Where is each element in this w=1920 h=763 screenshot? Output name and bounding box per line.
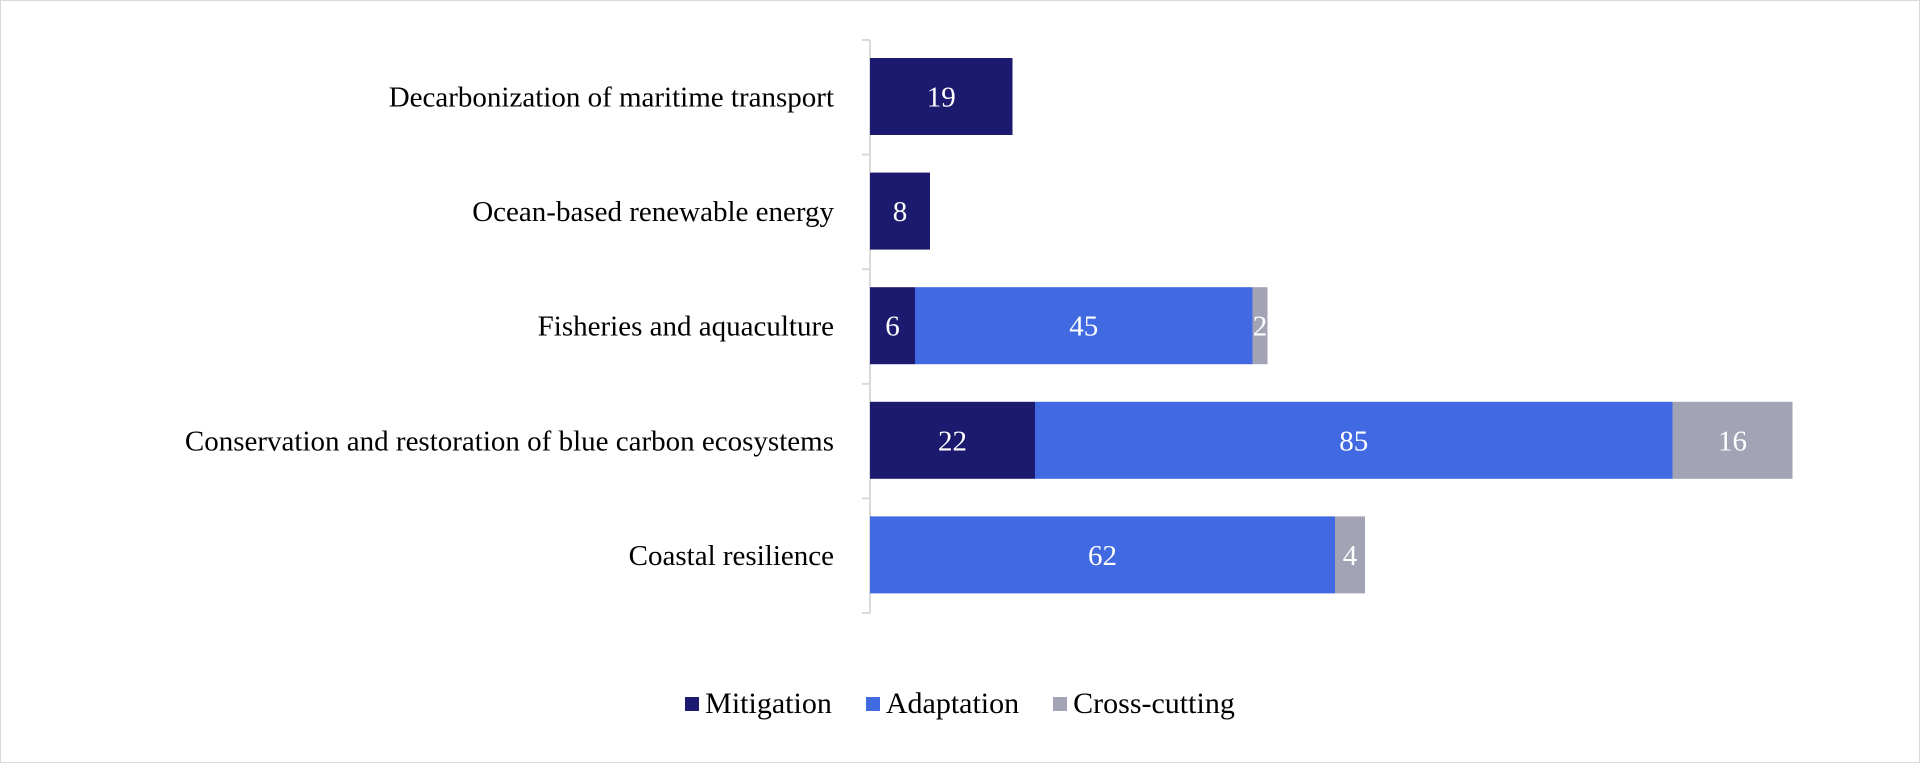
- legend-label: Cross-cutting: [1073, 687, 1235, 720]
- data-label: 45: [1069, 311, 1098, 343]
- bar-segment-mitigation: [870, 172, 930, 250]
- legend-label: Adaptation: [885, 687, 1020, 720]
- legend-swatch: [685, 697, 700, 711]
- data-label: 62: [1088, 540, 1117, 572]
- bar-segment-adaptation: [870, 516, 1335, 594]
- legend-swatch: [1053, 697, 1068, 711]
- bar-segment-cross-cutting: [1252, 287, 1268, 365]
- bar-segment-mitigation: [870, 287, 915, 365]
- category-label: Conservation and restoration of blue car…: [185, 425, 834, 457]
- data-label: 16: [1718, 425, 1747, 457]
- category-label: Fisheries and aquaculture: [538, 311, 834, 343]
- legend-swatch: [865, 697, 880, 711]
- bar-segment-adaptation: [915, 287, 1253, 365]
- bar-segment-adaptation: [1035, 401, 1673, 479]
- category-label: Ocean-based renewable energy: [472, 196, 834, 228]
- data-label: 6: [885, 311, 900, 343]
- bar-segment-mitigation: [870, 401, 1035, 479]
- legend-label: Mitigation: [705, 687, 832, 720]
- category-label: Coastal resilience: [629, 540, 834, 572]
- legend-item: Cross-cutting: [1053, 687, 1235, 721]
- data-label: 2: [1253, 311, 1268, 343]
- data-label: 8: [893, 196, 908, 228]
- legend: Mitigation Adaptation Cross-cutting: [1, 687, 1919, 721]
- bar-segment-cross-cutting: [1672, 401, 1793, 479]
- bar-segment-cross-cutting: [1335, 516, 1365, 594]
- data-label: 85: [1339, 425, 1368, 457]
- data-label: 19: [927, 82, 956, 114]
- legend-item: Mitigation: [685, 687, 832, 721]
- category-label: Decarbonization of maritime transport: [389, 82, 834, 114]
- data-label: 4: [1343, 540, 1358, 572]
- bar-segment-mitigation: [870, 58, 1013, 135]
- legend-item: Adaptation: [865, 687, 1020, 721]
- data-label: 22: [938, 425, 967, 457]
